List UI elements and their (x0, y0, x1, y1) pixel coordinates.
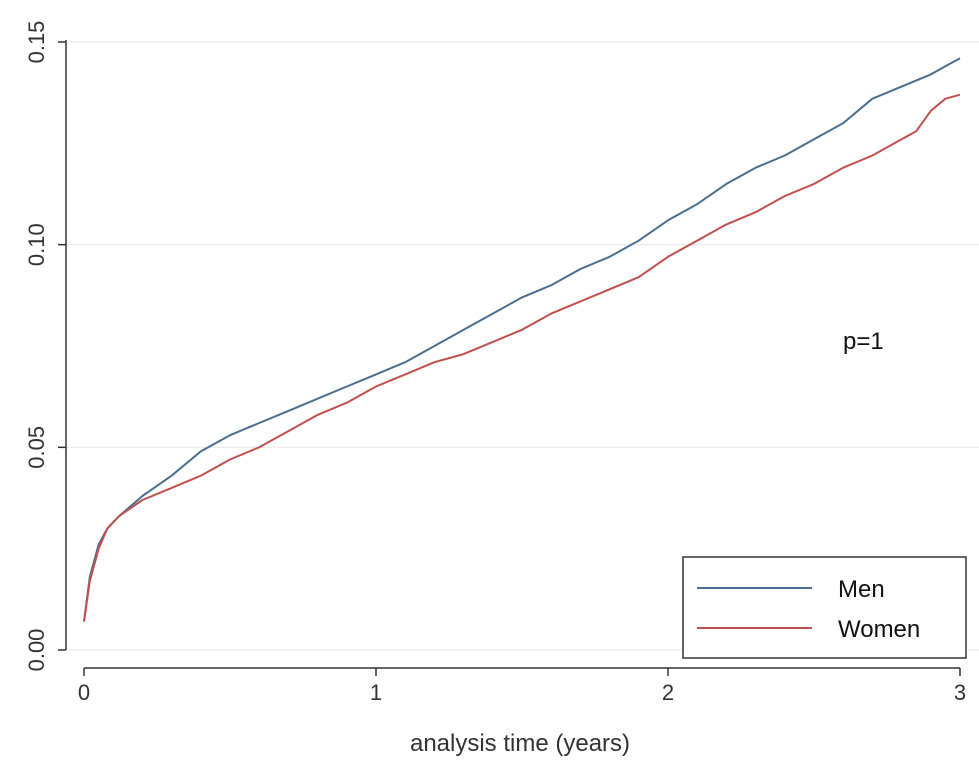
y-tick-label: 0.15 (24, 21, 49, 64)
x-tick-label: 1 (370, 680, 382, 705)
y-ticks: 0.00 0.05 0.10 0.15 (24, 21, 66, 672)
y-tick-label: 0.10 (24, 223, 49, 266)
x-ticks: 0 1 2 3 (78, 668, 966, 705)
y-tick-label: 0.05 (24, 426, 49, 469)
legend-label-men: Men (838, 576, 885, 603)
legend-box (682, 556, 967, 659)
y-tick-label: 0.00 (24, 629, 49, 672)
legend-label-women: Women (838, 616, 920, 643)
x-axis-title: analysis time (years) (410, 730, 630, 757)
x-tick-label: 0 (78, 680, 90, 705)
p-value-annotation: p=1 (843, 328, 884, 355)
x-tick-label: 3 (954, 680, 966, 705)
legend: Men Women (682, 556, 967, 659)
axes (65, 40, 960, 669)
series-lines (83, 57, 961, 622)
series-line-men (83, 57, 961, 622)
x-tick-label: 2 (662, 680, 674, 705)
series-line-women (83, 93, 961, 622)
